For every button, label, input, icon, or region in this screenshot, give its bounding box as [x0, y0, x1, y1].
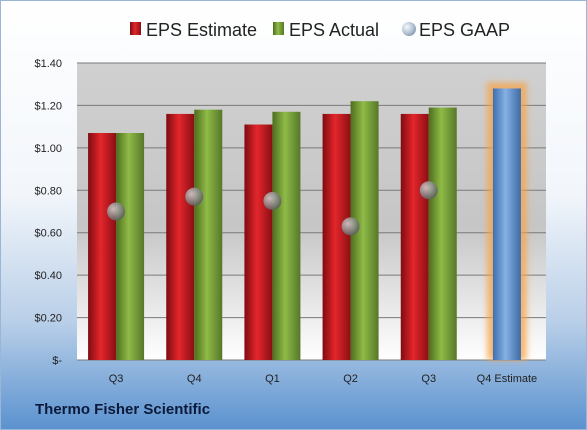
legend-swatch	[130, 22, 141, 35]
legend-swatch	[402, 22, 416, 36]
eps-actual-bar	[272, 111, 301, 361]
legend-label: EPS Estimate	[146, 20, 257, 40]
company-name: Thermo Fisher Scientific	[35, 401, 211, 418]
legend-label: EPS Actual	[289, 20, 379, 40]
y-tick-label: $0.80	[34, 185, 62, 197]
eps-estimate-bar	[88, 133, 117, 360]
legend-label: EPS GAAP	[419, 20, 510, 40]
y-tick-label: $0.40	[34, 270, 62, 282]
y-tick-label: $0.20	[34, 313, 62, 325]
eps-estimate-bar	[400, 113, 429, 361]
eps-estimate-bar	[166, 113, 195, 361]
eps-actual-bar	[116, 133, 145, 360]
y-tick-label: $1.40	[34, 58, 62, 70]
eps-gaap-marker	[107, 202, 126, 221]
legend-swatch	[273, 22, 284, 35]
eps-estimate-bar	[244, 124, 273, 361]
x-tick-label: Q3	[421, 373, 436, 385]
eps-gaap-marker	[185, 187, 204, 206]
eps-actual-bar	[194, 109, 223, 361]
eps-gaap-marker	[263, 191, 282, 210]
eps-estimate-bar	[322, 113, 351, 361]
x-tick-label: Q2	[343, 373, 358, 385]
eps-gaap-marker	[419, 181, 438, 200]
x-tick-label: Q1	[265, 373, 280, 385]
q4-estimate-bar	[492, 88, 521, 360]
x-tick-label: Q4 Estimate	[477, 373, 538, 385]
y-tick-label: $0.60	[34, 228, 62, 240]
y-tick-label: $1.20	[34, 100, 62, 112]
y-tick-label: $-	[52, 355, 62, 367]
y-tick-label: $1.00	[34, 143, 62, 155]
x-tick-label: Q3	[109, 373, 124, 385]
x-tick-label: Q4	[187, 373, 202, 385]
eps-gaap-marker	[341, 217, 360, 236]
plot-area	[77, 63, 546, 360]
eps-actual-bar	[428, 107, 457, 360]
